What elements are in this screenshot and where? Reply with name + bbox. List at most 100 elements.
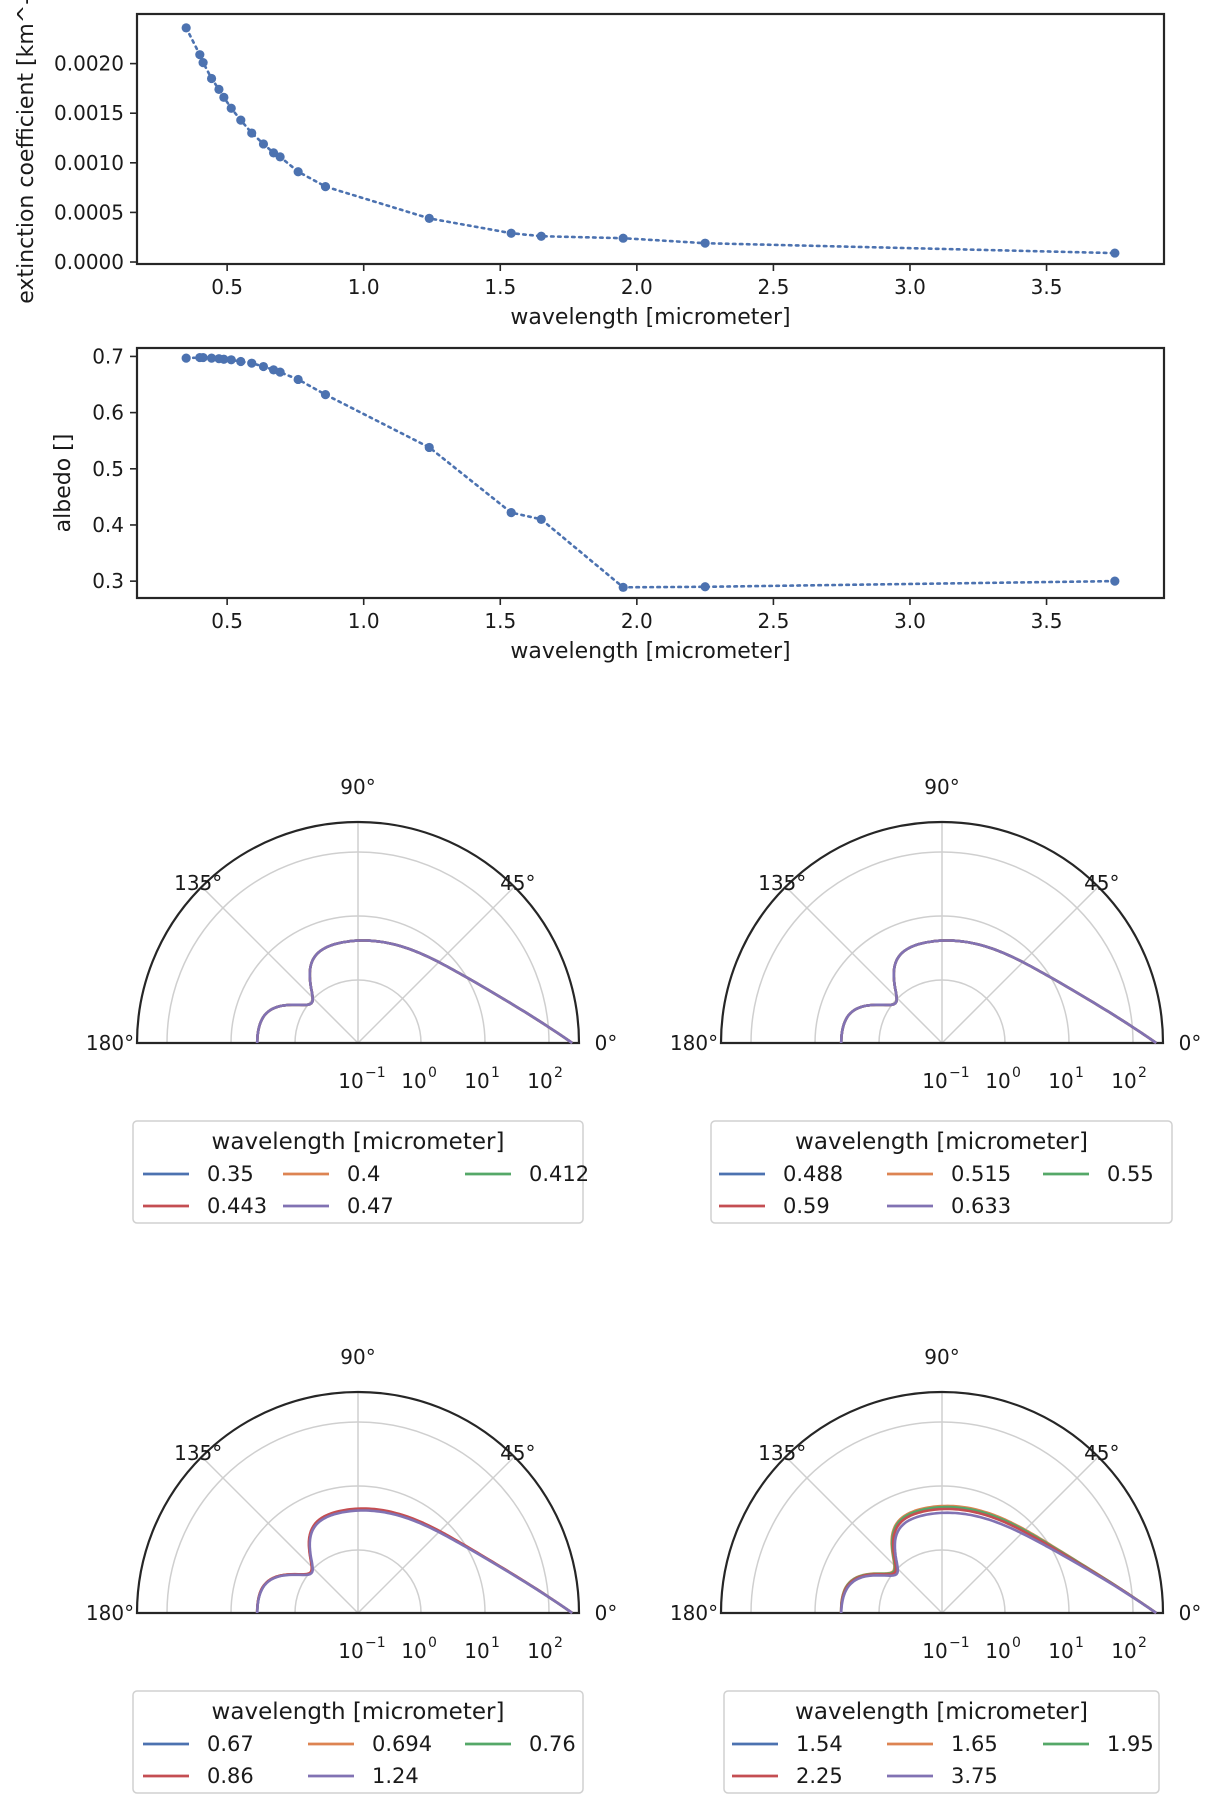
data-point — [320, 390, 331, 400]
data-point — [226, 103, 236, 113]
y-tick-label: 0.0000 — [54, 250, 124, 274]
phase-function-line — [255, 1507, 573, 1615]
angle-label: 90° — [924, 1345, 959, 1369]
phase-function-line — [255, 1508, 573, 1615]
y-tick-label: 0.0020 — [54, 52, 124, 76]
radial-tick-exponent: 2 — [1138, 1065, 1147, 1081]
angle-label: 45° — [1084, 1441, 1119, 1465]
radial-tick-label: 10 — [922, 1069, 947, 1093]
x-tick-label: 2.5 — [758, 609, 790, 633]
radial-tick-exponent: −1 — [949, 1065, 970, 1081]
y-tick-label: 0.5 — [92, 457, 124, 481]
data-point — [293, 374, 303, 385]
phase-function-line — [255, 1507, 573, 1615]
angular-gridline — [201, 886, 359, 1044]
angle-label: 0° — [595, 1031, 618, 1055]
angular-gridline — [201, 1456, 359, 1614]
angle-label: 0° — [595, 1601, 618, 1625]
radial-tick-label: 10 — [985, 1069, 1010, 1093]
legend-entry-label: 0.488 — [783, 1162, 843, 1186]
angle-label: 180° — [86, 1031, 134, 1055]
x-tick-label: 2.5 — [758, 275, 790, 299]
legend-frame — [132, 1690, 584, 1794]
phase-function-line — [839, 939, 1157, 1045]
data-point — [506, 508, 516, 518]
legend-entry-label: 0.694 — [372, 1732, 432, 1756]
radial-tick-exponent: 1 — [1075, 1065, 1084, 1081]
data-point — [236, 356, 246, 367]
data-point — [247, 128, 257, 138]
polar-chart: 0°45°90°135°180°10 −1 10 0 10 1 10 2wavelength … — [670, 775, 1201, 1224]
radial-tick-exponent: 1 — [1075, 1635, 1084, 1651]
legend-title: wavelength [micrometer] — [212, 1699, 505, 1725]
data-point — [275, 152, 285, 162]
phase-function-line — [255, 1508, 573, 1615]
legend-title: wavelength [micrometer] — [212, 1129, 505, 1155]
data-point — [236, 115, 246, 125]
radial-tick-label: 10 — [1111, 1639, 1136, 1663]
legend-title: wavelength [micrometer] — [795, 1129, 1088, 1155]
phase-function-line — [839, 939, 1157, 1045]
data-point — [198, 352, 208, 363]
radial-tick-exponent: 0 — [1012, 1635, 1021, 1651]
data-point — [320, 182, 331, 192]
radial-tick-exponent: 0 — [428, 1635, 437, 1651]
data-point — [700, 238, 710, 248]
data-point — [424, 213, 434, 223]
x-axis-label: wavelength [micrometer] — [510, 639, 790, 664]
polar-chart: 0°45°90°135°180°10 −1 10 0 10 1 10 2wavelength … — [86, 1345, 618, 1794]
radial-tick-label: 10 — [338, 1069, 363, 1093]
polar-frame — [135, 820, 581, 1045]
polar-chart: 0°45°90°135°180°10 −1 10 0 10 1 10 2wavelength … — [670, 1345, 1201, 1794]
legend-entry-label: 1.54 — [796, 1732, 843, 1756]
radial-tick-exponent: 0 — [1012, 1065, 1021, 1081]
data-point — [219, 92, 229, 102]
legend-entry-label: 1.95 — [1107, 1732, 1154, 1756]
phase-function-line — [255, 939, 573, 1045]
data-point — [293, 167, 303, 177]
polar-chart: 0°45°90°135°180°10 −1 10 0 10 1 10 2wavelength … — [86, 775, 618, 1224]
y-tick-label: 0.0005 — [54, 200, 124, 224]
radial-tick-exponent: −1 — [365, 1065, 386, 1081]
radial-tick-label: 10 — [527, 1069, 552, 1093]
angular-gridline — [785, 886, 943, 1044]
plot-frame — [135, 12, 1166, 266]
radial-tick-label: 10 — [985, 1639, 1010, 1663]
y-tick-label: 0.4 — [92, 513, 124, 537]
data-point — [258, 361, 269, 372]
radial-tick-label: 10 — [1048, 1069, 1073, 1093]
data-point — [424, 442, 434, 453]
data-point — [219, 354, 229, 364]
radial-tick-exponent: −1 — [365, 1635, 386, 1651]
angle-label: 90° — [340, 775, 375, 799]
radial-tick-exponent: 2 — [1138, 1635, 1147, 1651]
data-point — [198, 58, 208, 68]
legend-frame — [723, 1690, 1160, 1794]
legend: wavelength [micrometer] 0.35 0.4 0.412 0.443… — [132, 1120, 589, 1224]
data-point — [536, 514, 546, 524]
x-tick-label: 1.0 — [348, 609, 380, 633]
data-point — [247, 358, 257, 368]
angular-gridline — [941, 1456, 1099, 1614]
angle-label: 180° — [670, 1031, 718, 1055]
data-point — [700, 582, 710, 592]
angle-label: 45° — [500, 871, 535, 895]
phase-function-line — [255, 939, 573, 1045]
data-point — [618, 233, 628, 243]
data-point — [275, 367, 285, 377]
y-tick-label: 0.0010 — [54, 151, 124, 175]
phase-function-line — [255, 939, 573, 1045]
x-tick-label: 0.5 — [211, 275, 243, 299]
legend-entry-label: 0.35 — [207, 1162, 254, 1186]
phase-function-line — [839, 939, 1157, 1045]
radial-tick-exponent: −1 — [949, 1635, 970, 1651]
polar-frame — [719, 1390, 1165, 1615]
phase-function-line — [255, 939, 573, 1045]
x-tick-label: 1.5 — [484, 609, 516, 633]
radial-tick-label: 10 — [401, 1639, 426, 1663]
angle-label: 90° — [924, 775, 959, 799]
legend-entry-label: 1.65 — [951, 1732, 998, 1756]
legend-entry-label: 0.86 — [207, 1764, 254, 1788]
y-axis-label: extinction coefficient [km^-1] — [14, 0, 39, 304]
legend-entry-label: 0.515 — [951, 1162, 1011, 1186]
